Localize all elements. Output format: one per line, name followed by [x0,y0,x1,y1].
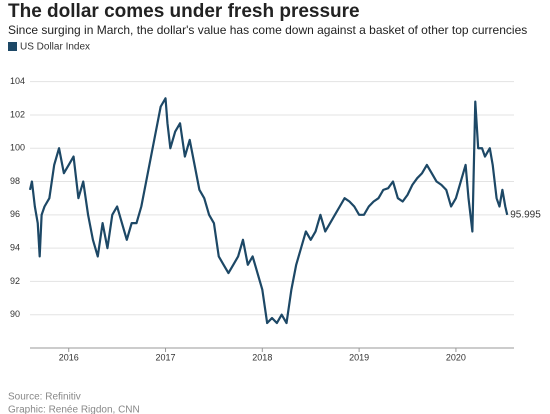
credit: Graphic: Renée Rigdon, CNN [8,405,140,414]
line [28,97,509,325]
x-tick-label: 2016 [59,352,79,362]
chart-subtitle: Since surging in March, the dollar's val… [8,23,527,37]
x-tick-label: 2019 [349,352,369,362]
y-tick-label: 104 [10,76,25,86]
x-tick-label: 2017 [156,352,176,362]
y-tick-label: 92 [10,276,20,286]
chart-title: The dollar comes under fresh pressure [8,1,360,22]
last-value-label: 95.995 [510,210,541,221]
y-tick-label: 90 [10,309,20,319]
x-tick-label: 2018 [252,352,272,362]
legend-label: US Dollar Index [20,42,90,53]
x-tick-label: 2020 [446,352,466,362]
y-tick-label: 94 [10,242,20,252]
y-tick-label: 96 [10,209,20,219]
y-tick-label: 102 [10,109,25,119]
y-tick-label: 100 [10,143,25,153]
legend-swatch [8,42,17,51]
source: Source: Refinitiv [8,392,81,403]
y-tick-label: 98 [10,176,20,186]
